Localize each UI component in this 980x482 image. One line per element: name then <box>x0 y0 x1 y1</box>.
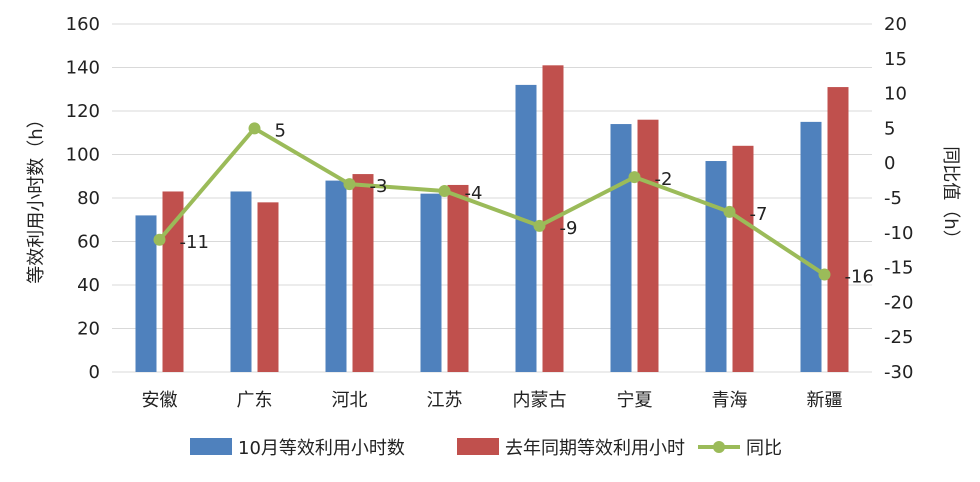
x-category-label: 江苏 <box>427 390 463 411</box>
x-category-label: 广东 <box>237 390 273 411</box>
y-tick-label: 120 <box>66 101 100 122</box>
bar-current <box>705 161 727 372</box>
yoy-point <box>343 178 356 191</box>
y-right-tick-label: -25 <box>884 327 913 348</box>
yoy-data-label: -2 <box>655 169 673 190</box>
y-right-tick-label: 0 <box>884 153 895 174</box>
bar-current <box>135 215 157 372</box>
yoy-line <box>153 122 831 281</box>
bars <box>135 65 849 373</box>
x-category-label: 新疆 <box>807 390 843 411</box>
bar-current <box>515 84 537 373</box>
category-labels: 安徽 广东 河北 江苏 内蒙古 宁夏 青海 新疆 <box>142 390 843 411</box>
legend-swatch <box>457 438 499 455</box>
yoy-data-label: -9 <box>560 218 578 239</box>
yoy-point <box>153 233 166 246</box>
y-tick-label: 100 <box>66 145 100 166</box>
y-right-tick-label: -10 <box>884 223 913 244</box>
legend-swatch-marker <box>713 441 725 453</box>
y-right-tick-label: -5 <box>884 188 902 209</box>
bar-current <box>610 124 632 372</box>
yoy-data-label: -3 <box>370 176 388 197</box>
yoy-data-label: -7 <box>750 204 768 225</box>
left-axis-title: 等效利用小时数（h） <box>26 110 47 283</box>
yoy-data-label: -4 <box>465 183 483 204</box>
bar-last-year <box>447 184 469 372</box>
y-right-tick-label: -20 <box>884 292 913 313</box>
bar-last-year <box>732 145 754 372</box>
yoy-data-label: 5 <box>275 120 286 141</box>
y-right-tick-label: 10 <box>884 84 907 105</box>
y-tick-label: 140 <box>66 58 100 79</box>
y-tick-label: 60 <box>77 232 100 253</box>
yoy-point <box>438 185 451 198</box>
bar-last-year <box>637 119 659 372</box>
x-category-label: 安徽 <box>142 390 178 411</box>
bar-current <box>800 121 822 372</box>
y-tick-label: 160 <box>66 14 100 35</box>
bar-last-year <box>162 191 184 372</box>
left-axis-ticks: 0 20 40 60 80 100 120 140 160 <box>66 14 100 383</box>
yoy-point <box>628 171 641 184</box>
y-right-tick-label: -30 <box>884 362 913 383</box>
y-right-tick-label: 20 <box>884 14 907 35</box>
x-category-label: 河北 <box>332 390 368 411</box>
x-category-label: 宁夏 <box>617 390 653 411</box>
yoy-line-path <box>157 126 826 277</box>
y-tick-label: 40 <box>77 275 100 296</box>
y-tick-label: 80 <box>77 188 100 209</box>
yoy-point <box>723 205 736 218</box>
yoy-point <box>533 219 546 232</box>
legend-label: 去年同期等效利用小时 <box>505 438 685 459</box>
right-axis-ticks: -30 -25 -20 -15 -10 -5 0 5 10 15 20 <box>884 14 913 383</box>
data-labels: -11 5 -3 -4 -9 -2 -7 -16 <box>180 120 874 287</box>
bar-current <box>325 180 347 372</box>
legend-label: 10月等效利用小时数 <box>238 438 405 459</box>
x-category-label: 青海 <box>712 390 748 411</box>
yoy-data-label: -16 <box>845 267 874 288</box>
yoy-data-label: -11 <box>180 232 209 253</box>
right-axis-title: 同比值（h） <box>940 146 961 247</box>
bar-last-year <box>827 87 849 372</box>
yoy-point <box>818 268 831 281</box>
gridlines <box>112 23 872 373</box>
y-right-tick-label: 5 <box>884 118 895 139</box>
bar-last-year <box>352 174 374 372</box>
yoy-point <box>248 122 261 135</box>
legend-swatch <box>190 438 232 455</box>
bar-current <box>230 191 252 372</box>
y-tick-label: 20 <box>77 319 100 340</box>
y-right-tick-label: 15 <box>884 49 907 70</box>
legend-label: 同比 <box>746 438 782 459</box>
y-tick-label: 0 <box>89 362 100 383</box>
x-category-label: 内蒙古 <box>513 390 567 411</box>
bar-current <box>420 193 442 372</box>
y-right-tick-label: -15 <box>884 258 913 279</box>
legend: 10月等效利用小时数 去年同期等效利用小时 同比 <box>190 438 782 459</box>
bar-last-year <box>257 202 279 372</box>
